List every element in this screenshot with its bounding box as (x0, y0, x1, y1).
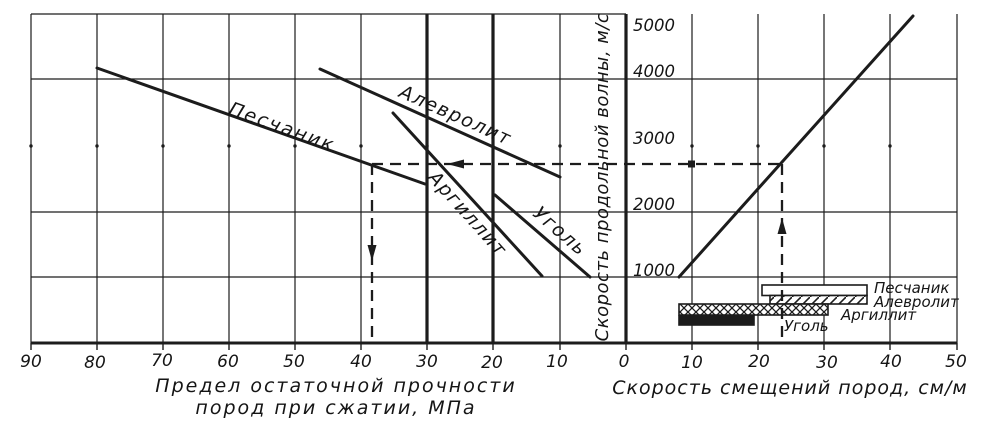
legend-bar-argillit (678, 303, 829, 316)
line-velocity (677, 14, 915, 279)
x-tick-label-50R: 50 (945, 352, 967, 372)
x-tick-label-40: 40 (350, 352, 372, 372)
legend-bar-ugol (678, 315, 755, 326)
grid-dot-3000 (690, 144, 694, 148)
y-tick-label-3000: 3000 (633, 129, 675, 148)
arrow-down-icon (367, 245, 377, 261)
grid-dot-3000 (558, 144, 562, 148)
y-tick-label-1000: 1000 (633, 261, 675, 280)
legend-label-peschanik: Песчаник (874, 279, 949, 297)
grid-dot-3000 (359, 144, 363, 148)
y-tick-label-5000: 5000 (633, 16, 675, 35)
x-tick-label-60: 60 (217, 352, 239, 372)
arrow-up-icon (777, 218, 787, 234)
y-tick-label-2000: 2000 (633, 195, 675, 214)
x-left-title-1: Предел остаточной прочности (155, 375, 516, 397)
x-tick-label-30R: 30 (816, 353, 838, 373)
x-tick-label-40R: 40 (880, 352, 902, 372)
grid-dot-3000 (293, 144, 297, 148)
x-tick-label-50: 50 (283, 352, 305, 372)
x-tick-label-10R: 10 (681, 353, 703, 373)
line-peschanik (95, 66, 427, 186)
grid-dot-3000 (425, 144, 429, 148)
grid-dot-3000 (756, 144, 760, 148)
x-tick-label-30: 30 (416, 352, 438, 372)
line-ugol (493, 193, 592, 279)
x-tick-label-90: 90 (20, 352, 42, 372)
grid-dot-3000 (95, 144, 99, 148)
line-alevrolit (318, 67, 562, 179)
x-right-title: Скорость смещений пород, см/м (612, 377, 967, 399)
x-tick-label-10L: 10 (546, 352, 568, 372)
marker-square (688, 160, 695, 168)
x-tick-label-20R: 20 (748, 352, 770, 372)
legend-bar-alevrolit (769, 294, 868, 305)
legend-bar-peschanik (761, 284, 868, 297)
x-tick-label-0: 0 (619, 352, 630, 372)
y-tick-label-4000: 4000 (633, 62, 675, 81)
x-tick-label-80: 80 (84, 353, 106, 373)
y-axis-title: Скорость продольной волны, м/с (592, 13, 613, 342)
x-tick-label-70: 70 (151, 351, 173, 371)
line-label-argillit: Аргиллит (422, 165, 511, 261)
line-label-alevrolit: Алевролит (394, 80, 515, 150)
grid-dot-3000 (161, 144, 165, 148)
x-left-title-2: пород при сжатии, МПа (195, 397, 476, 419)
legend-label-argillit: Аргиллит (840, 306, 917, 324)
grid-dot-3000 (822, 144, 826, 148)
arrow-left-icon (447, 159, 464, 169)
line-label-peschanik: Песчаник (226, 98, 338, 157)
x-tick-label-20: 20 (481, 353, 503, 373)
legend-label-ugol: Уголь (784, 317, 829, 335)
line-argillit (391, 111, 544, 278)
grid-dot-3000 (29, 144, 33, 148)
grid-dot-3000 (888, 144, 892, 148)
grid-dot-3000 (227, 144, 231, 148)
legend-label-alevrolit: Алевролит (873, 293, 960, 311)
